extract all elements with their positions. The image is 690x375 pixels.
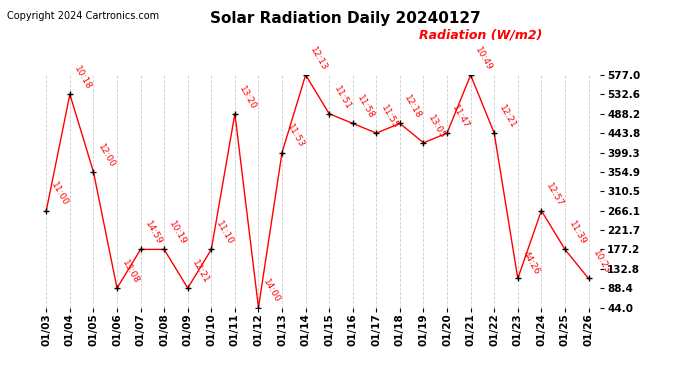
Text: 11:53: 11:53 (285, 123, 306, 150)
Text: Radiation (W/m2): Radiation (W/m2) (420, 28, 542, 42)
Text: 11:00: 11:00 (49, 181, 70, 208)
Text: 14:00: 14:00 (262, 278, 282, 305)
Text: Solar Radiation Daily 20240127: Solar Radiation Daily 20240127 (210, 11, 480, 26)
Text: 10:19: 10:19 (167, 220, 188, 247)
Text: 11:39: 11:39 (568, 220, 589, 247)
Text: 12:57: 12:57 (544, 181, 565, 208)
Text: 10:23: 10:23 (591, 249, 612, 276)
Text: 10:18: 10:18 (72, 64, 93, 92)
Text: 11:10: 11:10 (214, 220, 235, 247)
Text: 14:59: 14:59 (144, 220, 164, 247)
Text: 12:18: 12:18 (403, 94, 424, 121)
Text: 12:21: 12:21 (497, 104, 518, 130)
Text: 12:13: 12:13 (308, 45, 329, 72)
Text: 11:55: 11:55 (379, 104, 400, 130)
Text: 11:58: 11:58 (355, 94, 376, 121)
Text: 44:26: 44:26 (520, 249, 541, 276)
Text: 13:08: 13:08 (120, 258, 141, 285)
Text: Copyright 2024 Cartronics.com: Copyright 2024 Cartronics.com (7, 11, 159, 21)
Text: 10:49: 10:49 (473, 45, 494, 72)
Text: 13:20: 13:20 (237, 84, 258, 111)
Text: 13:05: 13:05 (426, 113, 447, 140)
Text: 12:00: 12:00 (96, 142, 117, 169)
Text: 12:21: 12:21 (190, 259, 211, 285)
Text: 11:51: 11:51 (332, 84, 353, 111)
Text: 11:47: 11:47 (450, 104, 471, 130)
